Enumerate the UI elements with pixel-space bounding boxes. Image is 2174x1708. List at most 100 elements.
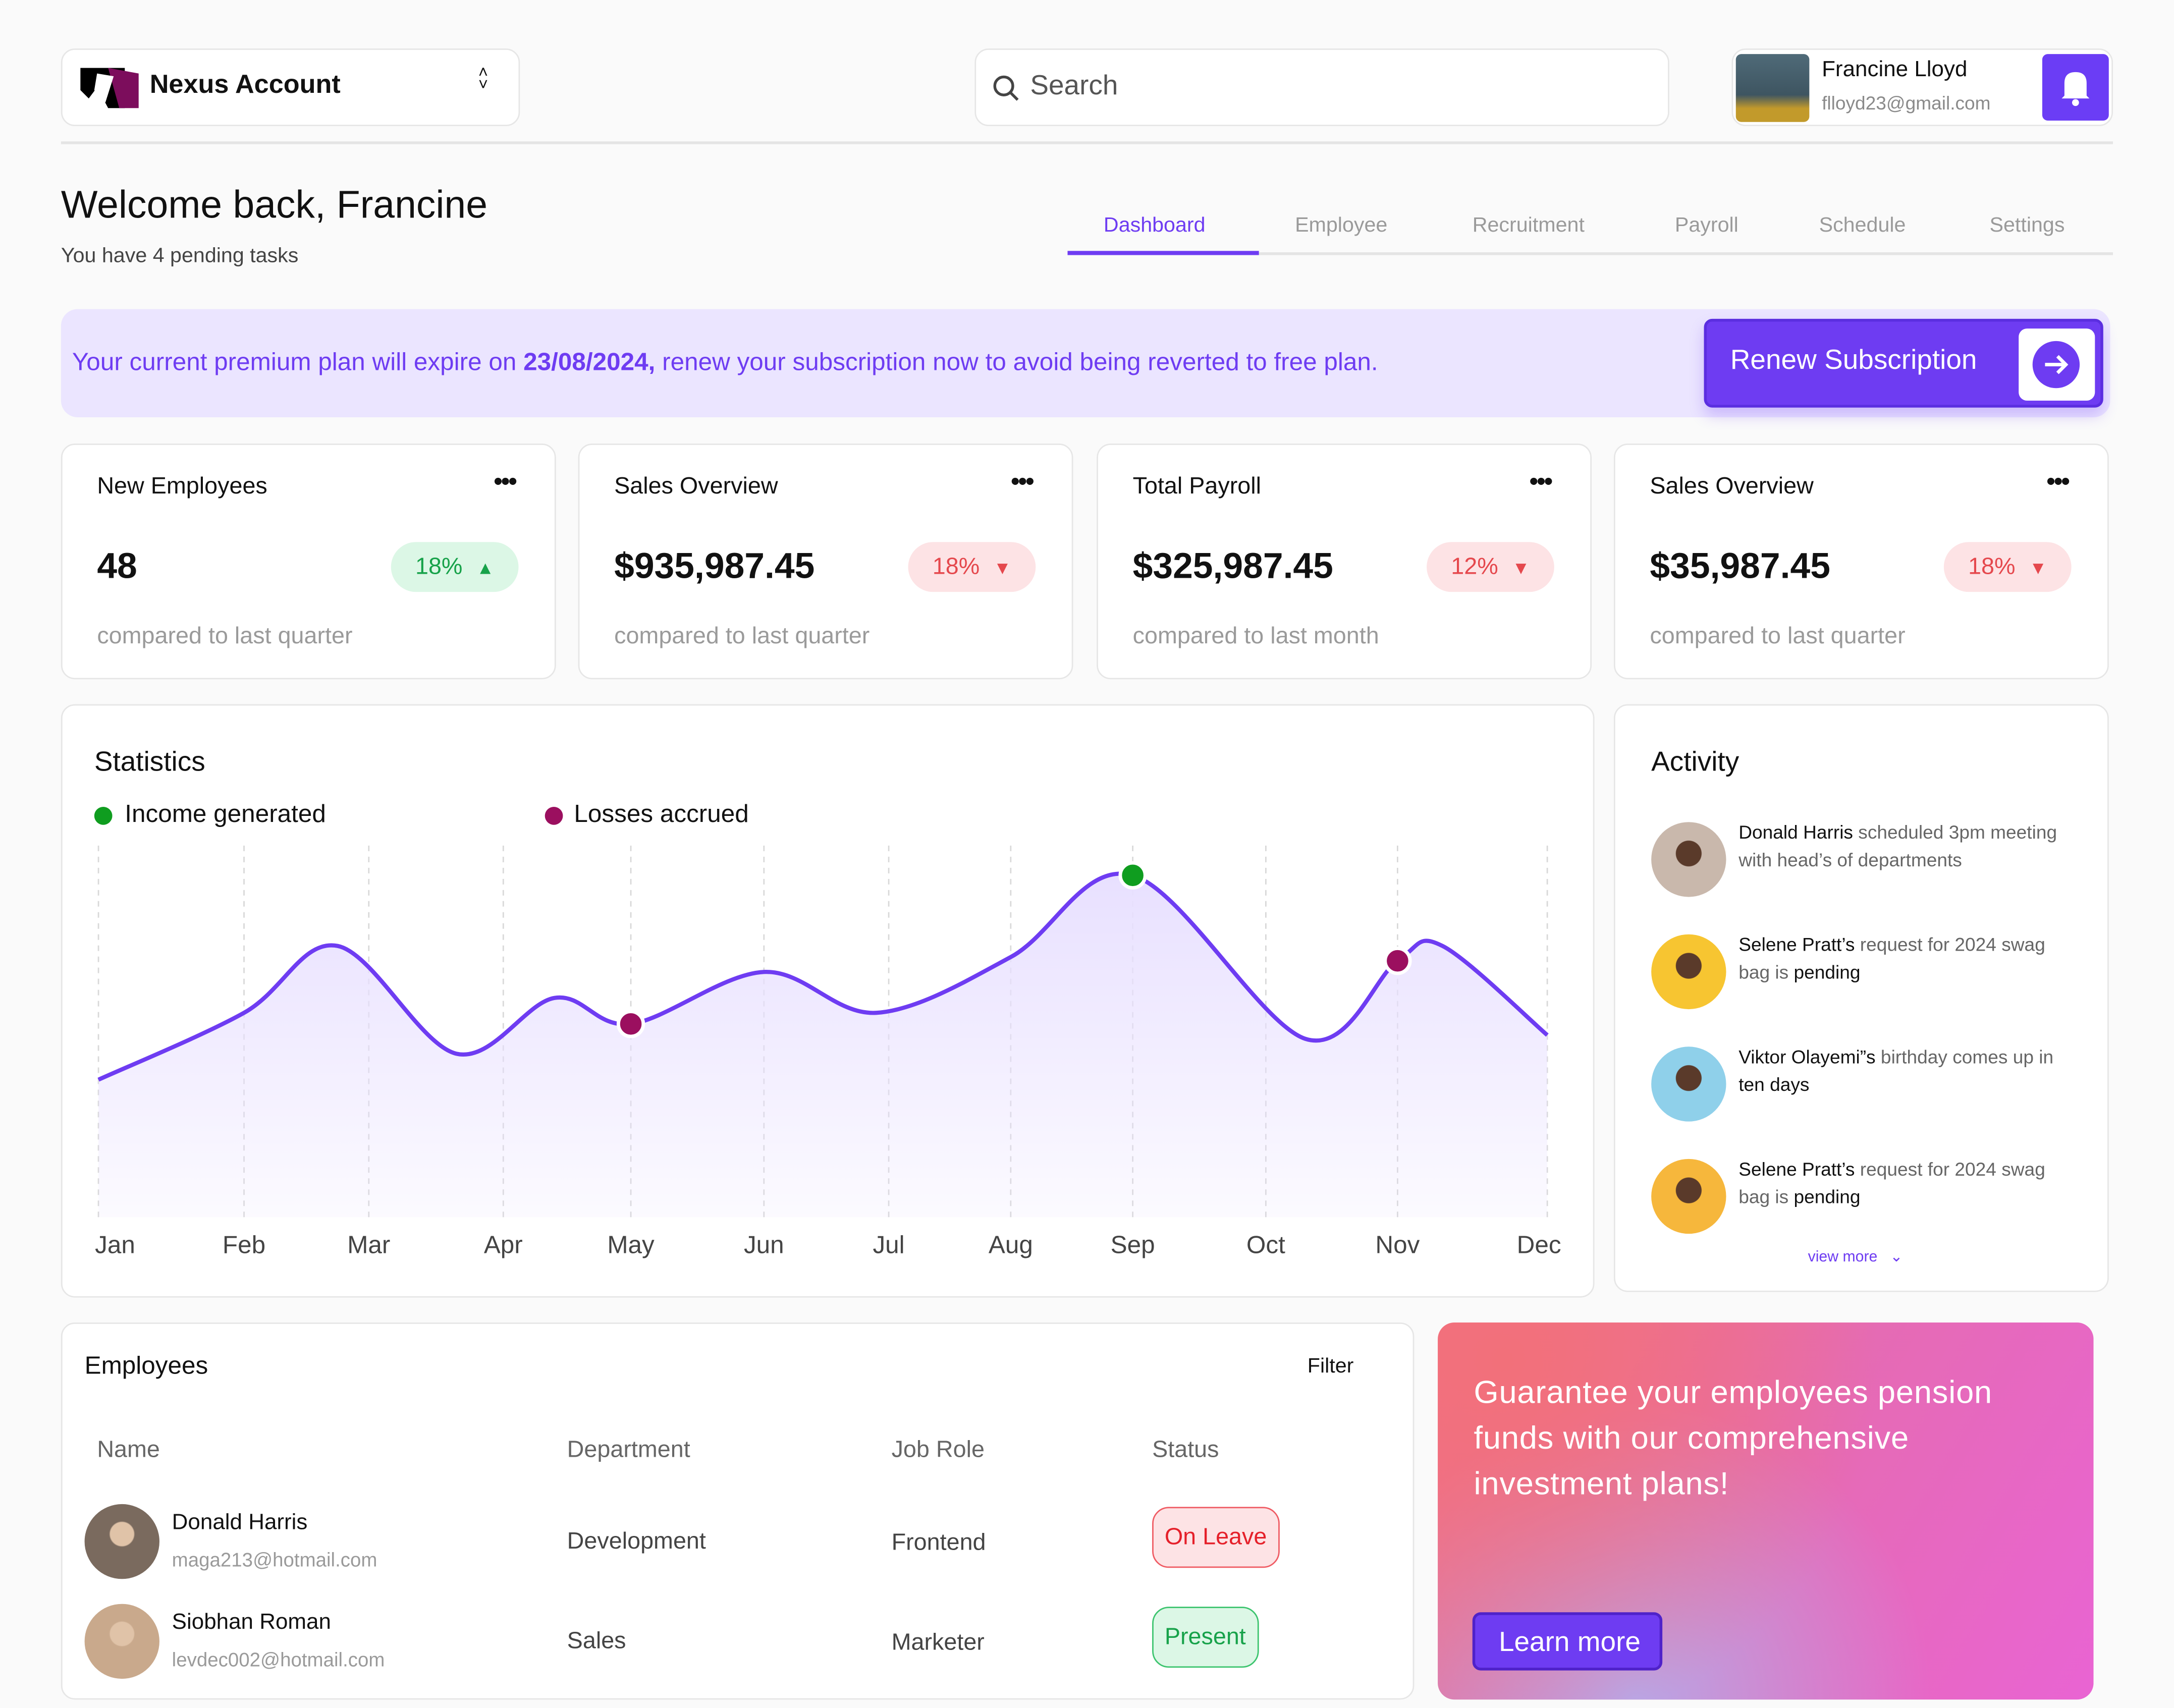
x-tick-label: Jan (95, 1231, 135, 1259)
nexus-logo-icon (80, 68, 139, 108)
x-tick-label: May (607, 1231, 655, 1259)
column-status: Status (1152, 1436, 1219, 1463)
welcome-title: Welcome back, Francine (61, 183, 488, 226)
stat-card: Sales Overview ••• $935,987.45 18% ▼ comp… (578, 444, 1073, 680)
area-fill (98, 873, 1548, 1218)
account-name: Nexus Account (149, 71, 341, 100)
tab-payroll[interactable]: Payroll (1674, 213, 1738, 237)
status-badge: Present (1152, 1607, 1259, 1668)
filter-button[interactable]: Filter (1307, 1354, 1354, 1378)
banner-text-end: renew your subscription now to avoid bei… (655, 348, 1378, 376)
renew-subscription-button[interactable]: Renew Subscription (1704, 318, 2103, 408)
activity-person: Donald Harris (1738, 822, 1853, 843)
tab-recruitment[interactable]: Recruitment (1472, 213, 1585, 237)
activity-highlight: pending (1793, 1186, 1861, 1207)
activity-text: request for 2024 swag bag is (1738, 1159, 2045, 1207)
activity-person: Selene Pratt’s (1738, 934, 1855, 955)
stat-value: 48 (97, 544, 137, 587)
activity-highlight: ten days (1738, 1073, 1810, 1095)
x-tick-label: Aug (989, 1231, 1033, 1259)
activity-person: Viktor Olayemi”s (1738, 1046, 1876, 1068)
activity-highlight: pending (1793, 961, 1861, 982)
user-profile[interactable]: Francine Lloyd flloyd23@gmail.com (1731, 48, 2113, 127)
data-point[interactable] (1383, 947, 1412, 975)
stat-title: Sales Overview (1650, 472, 1814, 500)
triangle-up-icon: ▲ (476, 557, 495, 578)
stat-card: New Employees ••• 48 18% ▲ compared to la… (61, 444, 556, 680)
change-badge: 18% ▼ (1943, 542, 2072, 592)
column-department: Department (567, 1436, 690, 1463)
activity-text: request for 2024 swag bag is (1738, 934, 2045, 982)
change-value: 18% (932, 553, 980, 580)
activity-avatar (1651, 1159, 1726, 1234)
search-input[interactable]: Search (974, 48, 1669, 127)
banner-text: Your current premium plan will expire on (72, 348, 524, 376)
tab-settings[interactable]: Settings (1989, 213, 2065, 237)
activity-person: Selene Pratt’s (1738, 1159, 1855, 1180)
legend-income-label: Income generated (125, 800, 326, 828)
tab-dashboard[interactable]: Dashboard (1103, 213, 1206, 237)
activity-card: Activity Donald Harris scheduled 3pm mee… (1613, 704, 2109, 1292)
welcome-subtitle: You have 4 pending tasks (61, 244, 299, 268)
tabs-underline (1067, 252, 2113, 255)
x-tick-label: Oct (1246, 1231, 1285, 1259)
column-name: Name (97, 1436, 160, 1463)
tab-employee[interactable]: Employee (1295, 213, 1388, 237)
employees-title: Employees (84, 1351, 208, 1380)
more-options-icon[interactable]: ••• (494, 467, 517, 495)
pension-promo-card: Guarantee your employees pension funds w… (1438, 1323, 2094, 1700)
employee-department: Sales (567, 1627, 626, 1654)
employee-role: Marketer (891, 1629, 985, 1656)
stat-card: Total Payroll ••• $325,987.45 12% ▼ compa… (1097, 444, 1592, 680)
more-options-icon[interactable]: ••• (1529, 467, 1553, 495)
tab-schedule[interactable]: Schedule (1819, 213, 1906, 237)
activity-title: Activity (1651, 747, 1740, 778)
chevron-updown-icon: ˄ ˅ (478, 62, 488, 94)
change-value: 18% (1968, 553, 2016, 580)
activity-item: Viktor Olayemi”s birthday comes up in te… (1651, 1044, 2067, 1127)
series-line (97, 871, 1549, 1082)
triangle-down-icon: ▼ (2029, 557, 2047, 578)
stat-value: $35,987.45 (1650, 544, 1830, 587)
stat-comparison: compared to last month (1132, 622, 1379, 649)
user-name: Francine Lloyd (1822, 58, 1968, 82)
activity-item: Selene Pratt’s request for 2024 swag bag… (1651, 931, 2067, 1015)
learn-more-label: Learn more (1498, 1627, 1641, 1658)
x-tick-label: Feb (223, 1231, 265, 1259)
promo-text: Guarantee your employees pension funds w… (1474, 1373, 1993, 1502)
activity-item: Selene Pratt’s request for 2024 swag bag… (1651, 1156, 2067, 1239)
change-badge: 18% ▲ (391, 542, 519, 592)
notification-button[interactable] (2042, 54, 2109, 121)
account-switcher[interactable]: Nexus Account ˄ ˅ (61, 48, 520, 127)
stat-comparison: compared to last quarter (614, 622, 870, 649)
more-options-icon[interactable]: ••• (1011, 467, 1034, 495)
view-more-label: view more (1808, 1249, 1878, 1266)
change-value: 18% (415, 553, 463, 580)
renew-label: Renew Subscription (1730, 345, 1977, 376)
x-tick-label: Dec (1517, 1231, 1561, 1259)
employee-name: Siobhan Roman (172, 1611, 331, 1635)
status-badge: On Leave (1152, 1507, 1280, 1568)
x-tick-label: Jul (873, 1231, 904, 1259)
header-divider (61, 141, 2113, 144)
employee-avatar (84, 1604, 159, 1679)
stat-value: $935,987.45 (614, 544, 815, 587)
stat-card: Sales Overview ••• $35,987.45 18% ▼ compa… (1613, 444, 2109, 680)
more-options-icon[interactable]: ••• (2046, 467, 2070, 495)
view-more-link[interactable]: view more ⌄ (1808, 1248, 1903, 1266)
x-tick-label: Jun (744, 1231, 784, 1259)
subscription-banner: Your current premium plan will expire on… (61, 309, 2110, 417)
search-icon (993, 75, 1019, 101)
data-point[interactable] (1118, 861, 1147, 890)
statistics-title: Statistics (94, 747, 205, 778)
search-placeholder: Search (1030, 71, 1118, 101)
stat-title: Total Payroll (1132, 472, 1262, 500)
employee-avatar (84, 1504, 159, 1579)
change-badge: 12% ▼ (1427, 542, 1554, 592)
x-tick-label: Nov (1375, 1231, 1420, 1259)
arrow-right-icon (2032, 341, 2080, 389)
learn-more-button[interactable]: Learn more (1472, 1612, 1663, 1671)
data-point[interactable] (616, 1010, 645, 1038)
x-tick-label: Sep (1111, 1231, 1155, 1259)
employee-email: levdec002@hotmail.com (172, 1648, 385, 1671)
